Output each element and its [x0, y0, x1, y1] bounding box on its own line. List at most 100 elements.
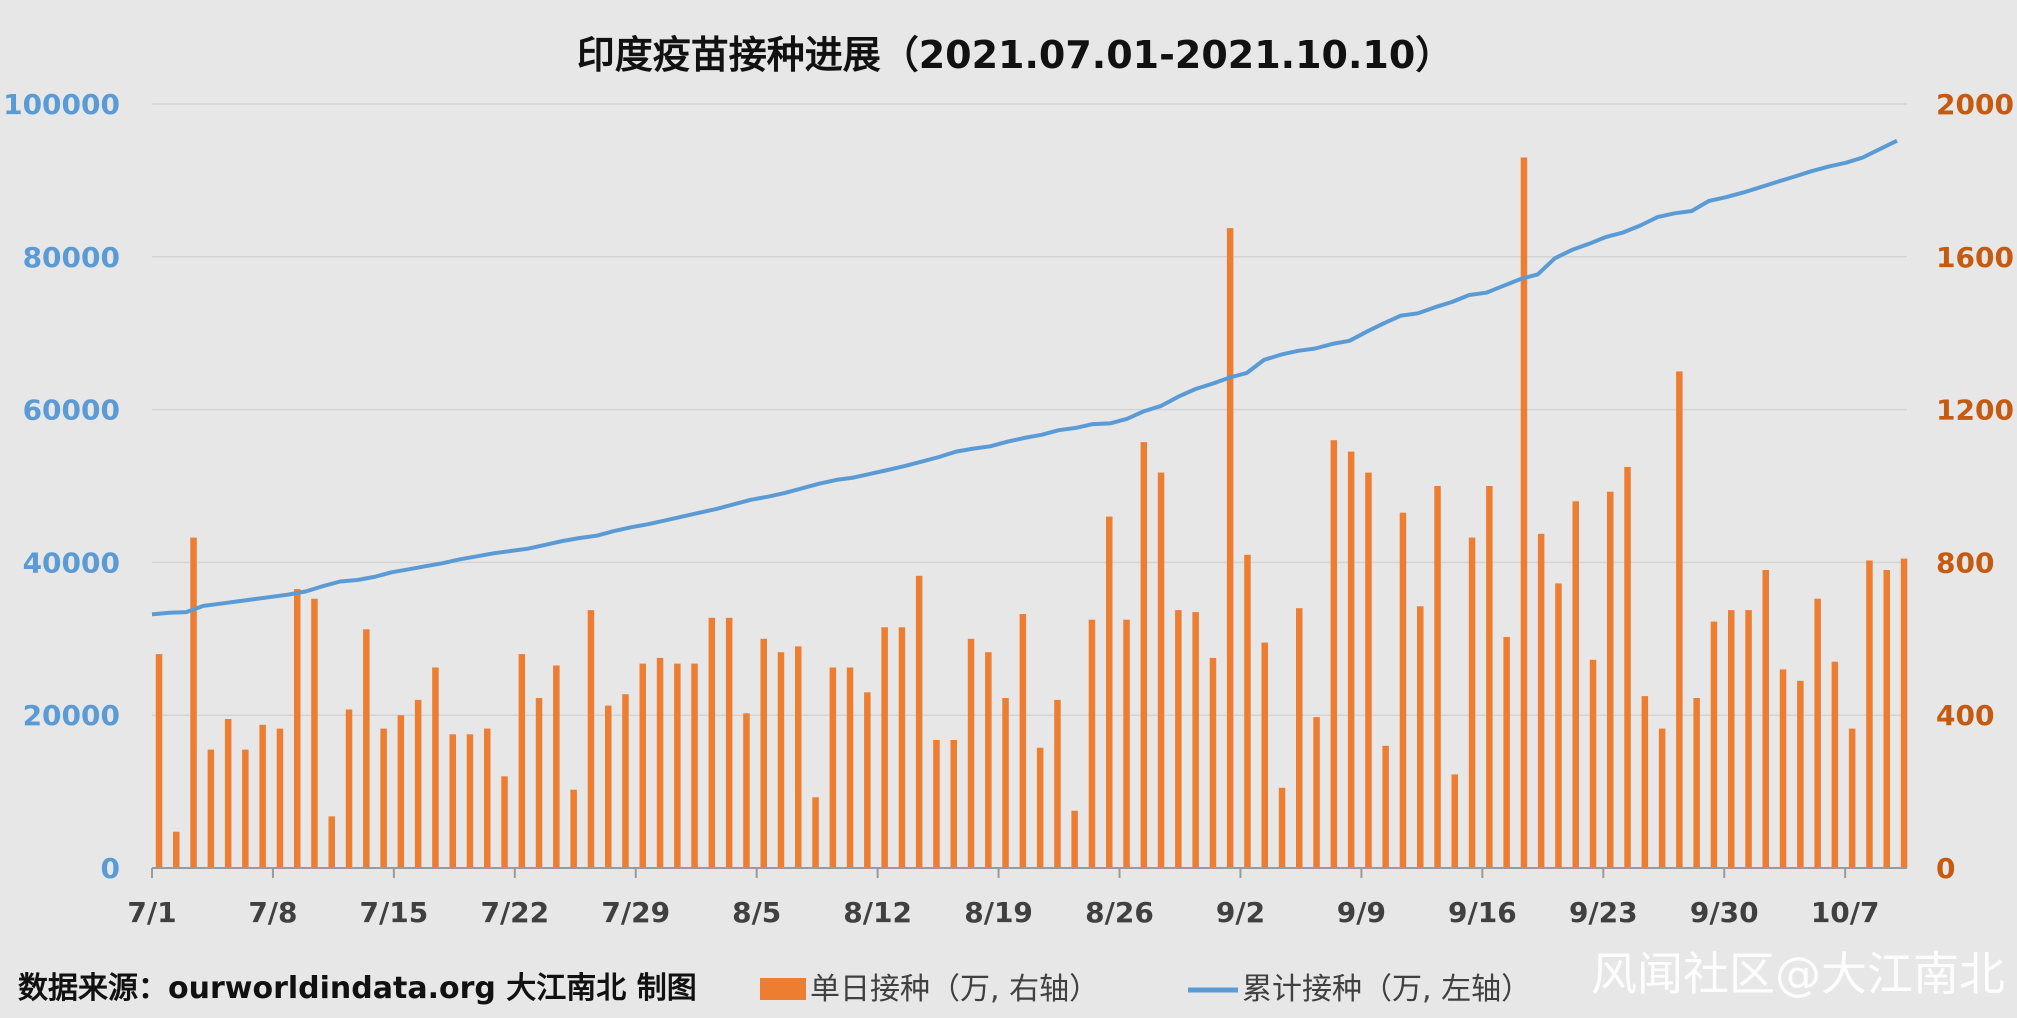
daily-bar	[1088, 619, 1096, 868]
daily-bar	[1693, 698, 1700, 868]
daily-bar	[1313, 717, 1320, 868]
x-tick-label: 9/9	[1337, 896, 1386, 929]
daily-bar	[1831, 661, 1839, 868]
daily-bar	[605, 705, 612, 868]
y-axis-right: 0 400 800 1200 1600 2000	[1936, 88, 2014, 885]
y-axis-left: 0 20000 40000 60000 80000 100000	[3, 88, 120, 885]
x-tick-label: 8/12	[843, 896, 912, 929]
daily-bar	[1537, 533, 1545, 869]
daily-bar	[812, 797, 819, 868]
daily-bar	[1797, 680, 1804, 868]
daily-bar	[1814, 598, 1821, 868]
daily-bar	[950, 740, 957, 868]
x-tick-label: 8/26	[1085, 896, 1154, 929]
daily-bar	[449, 734, 456, 868]
cumulative-line	[151, 138, 1898, 617]
daily-bar	[1745, 610, 1752, 868]
daily-bar	[725, 617, 733, 868]
daily-bar	[1607, 491, 1614, 868]
y-right-tick-label: 400	[1936, 699, 1994, 732]
x-tick-label: 9/2	[1216, 896, 1265, 929]
x-tick-label: 7/29	[601, 896, 670, 929]
y-right-tick-label: 1600	[1936, 241, 2014, 274]
daily-bar	[224, 719, 232, 868]
daily-bar	[1399, 512, 1407, 868]
daily-bar	[777, 652, 785, 868]
y-right-tick-label: 0	[1936, 852, 1955, 885]
daily-bar	[1157, 472, 1165, 868]
x-tick-label: 8/19	[964, 896, 1033, 929]
x-tick-label: 7/15	[360, 896, 429, 929]
x-tick-label: 7/8	[248, 896, 297, 929]
daily-bar	[760, 638, 767, 868]
daily-bar	[881, 627, 888, 868]
daily-bar	[1140, 442, 1148, 868]
daily-bar	[1866, 560, 1873, 868]
daily-bar	[1209, 657, 1217, 868]
x-tick-label: 7/1	[127, 896, 176, 929]
y-right-tick-label: 1200	[1936, 394, 2014, 427]
y-left-tick-label: 80000	[23, 241, 120, 274]
chart-title: 印度疫苗接种进展（2021.07.01-2021.10.10）	[577, 33, 1454, 77]
daily-bar	[363, 629, 370, 869]
x-tick-label: 9/16	[1448, 896, 1517, 929]
daily-bar	[1330, 440, 1338, 868]
daily-bar	[1883, 570, 1890, 868]
daily-bar	[898, 627, 906, 868]
x-tick-label: 9/23	[1569, 896, 1638, 929]
daily-bar	[155, 654, 163, 868]
daily-bar	[829, 667, 837, 868]
daily-bar	[518, 654, 526, 868]
y-right-tick-label: 2000	[1936, 88, 2014, 121]
daily-bar	[864, 692, 871, 868]
daily-bar	[1900, 558, 1908, 868]
daily-bar	[207, 749, 215, 868]
x-tick-label: 9/30	[1690, 896, 1759, 929]
daily-bar	[1451, 774, 1458, 868]
daily-bar	[570, 789, 577, 868]
x-tick-label: 10/7	[1811, 896, 1880, 929]
daily-bar	[708, 617, 716, 868]
daily-bar	[345, 709, 353, 868]
daily-bar	[1261, 642, 1268, 868]
daily-bar	[915, 575, 923, 868]
daily-bar	[294, 589, 301, 868]
daily-bar	[1624, 466, 1631, 868]
legend-swatch-daily	[760, 978, 806, 1000]
daily-bar	[1572, 501, 1579, 868]
daily-bar	[380, 728, 387, 868]
daily-bar	[1054, 699, 1061, 868]
daily-bar	[1365, 472, 1372, 868]
daily-bar	[967, 638, 975, 868]
daily-bar	[933, 740, 940, 868]
daily-bar	[1278, 787, 1286, 868]
daily-bar	[743, 713, 750, 868]
daily-bar	[259, 724, 266, 869]
data-source-note: 数据来源：ourworldindata.org 大江南北 制图	[18, 971, 697, 1006]
daily-bar	[985, 652, 992, 868]
daily-bar	[1728, 610, 1735, 868]
daily-bar	[432, 667, 439, 868]
daily-bar	[1036, 747, 1044, 868]
daily-bar	[1382, 745, 1389, 868]
y-left-tick-label: 100000	[3, 88, 120, 121]
daily-bar	[1296, 608, 1303, 868]
daily-bar	[639, 663, 646, 868]
daily-bar	[1848, 728, 1856, 868]
daily-bar	[242, 749, 249, 868]
legend: 单日接种（万, 右轴） 累计接种（万, 左轴）	[760, 972, 1531, 1007]
daily-bar	[173, 831, 180, 868]
daily-bar	[1192, 612, 1199, 868]
watermark: 风闻社区@大江南北	[1591, 947, 2005, 1001]
daily-bar	[1468, 537, 1476, 868]
daily-bar	[1434, 486, 1441, 868]
daily-bar	[190, 537, 197, 868]
daily-bar	[691, 663, 698, 868]
y-right-tick-label: 800	[1936, 546, 1994, 579]
daily-bar	[587, 610, 595, 868]
daily-bar	[276, 728, 284, 868]
daily-bar	[1486, 486, 1493, 868]
y-left-tick-label: 40000	[23, 546, 120, 579]
daily-bar	[1555, 583, 1562, 868]
